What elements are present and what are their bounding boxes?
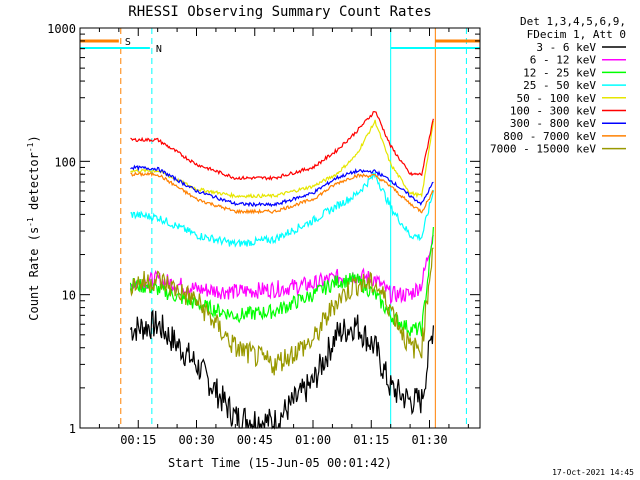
y-tick-label-1: 10 [62, 289, 76, 303]
x-tick-label-3: 01:00 [295, 433, 331, 447]
plot-area: SN 00:15 00:30 00:45 01:00 01:15 01:301101001… [47, 22, 481, 447]
legend-header-1: Det 1,3,4,5,6,9, [520, 15, 626, 28]
series-line-3 [130, 172, 434, 248]
legend-item-label-8: 7000 - 15000 keV [490, 143, 596, 156]
legend-item-label-2: 12 - 25 keV [523, 66, 596, 79]
timestamp: 17-Oct-2021 14:45 [552, 468, 634, 477]
x-axis-label: Start Time (15-Jun-05 00:01:42) [168, 456, 392, 470]
x-tick-label-4: 01:15 [353, 433, 389, 447]
plot-frame [79, 27, 481, 429]
flag-label-N: N [156, 44, 162, 55]
x-tick-label-2: 00:45 [237, 433, 273, 447]
series-line-6 [130, 164, 434, 208]
legend-header-2: FDecim 1, Att 0 [527, 28, 626, 41]
legend-item-label-7: 800 - 7000 keV [503, 130, 596, 143]
series-line-1 [129, 234, 434, 305]
legend-item-label-4: 50 - 100 keV [517, 92, 597, 105]
legend-item-label-5: 100 - 300 keV [510, 105, 596, 118]
y-tick-label-2: 100 [54, 155, 76, 169]
chart-title: RHESSI Observing Summary Count Rates [128, 4, 431, 20]
y-tick-label-0: 1 [69, 422, 76, 436]
time-markers [120, 28, 467, 428]
series-line-0 [129, 309, 434, 430]
axes: 00:15 00:30 00:45 01:00 01:15 01:30 1 10 100 1000 [47, 22, 480, 447]
series-line-2 [129, 226, 434, 337]
x-tick-label-0: 00:15 [120, 433, 156, 447]
legend-item-label-1: 6 - 12 keV [530, 54, 597, 67]
x-tick-label-1: 00:30 [178, 433, 214, 447]
x-tick-label-5: 01:30 [411, 433, 447, 447]
series-lines [129, 110, 434, 430]
series-line-5 [130, 110, 434, 181]
y-axis-label: Count Rate (s-1 detector-1) [26, 135, 41, 320]
legend: Det 1,3,4,5,6,9, FDecim 1, Att 0 3 - 6 k… [490, 15, 626, 156]
flag-label-S: S [125, 37, 131, 48]
y-tick-label-3: 1000 [47, 22, 76, 36]
legend-item-label-0: 3 - 6 keV [536, 41, 596, 54]
series-line-8 [129, 247, 434, 376]
series-line-7 [130, 171, 434, 215]
flag-bars: SN [80, 37, 480, 55]
legend-item-label-3: 25 - 50 keV [523, 79, 596, 92]
legend-item-label-6: 300 - 800 keV [510, 117, 596, 130]
